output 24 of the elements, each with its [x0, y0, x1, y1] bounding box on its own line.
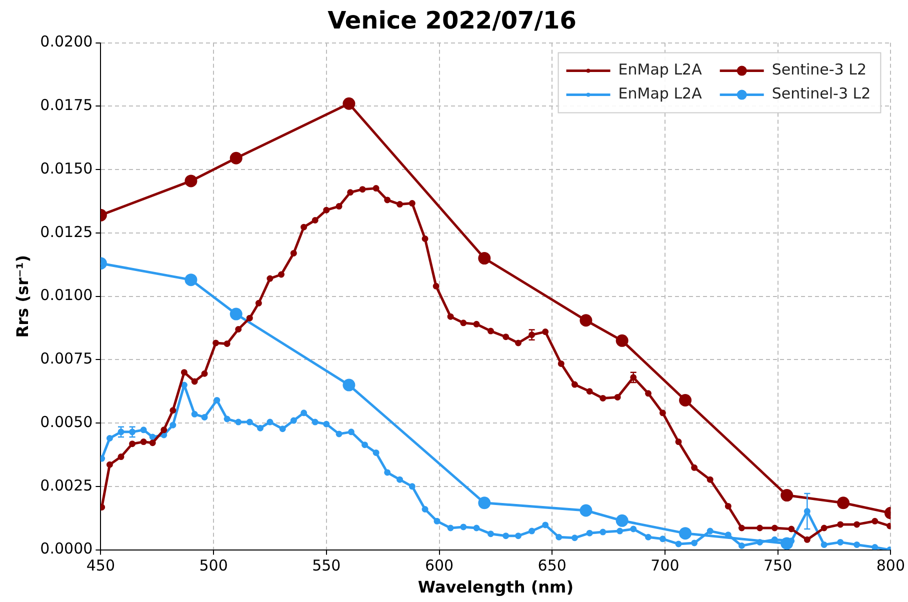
y-tick-label: 0.0000: [40, 540, 93, 558]
y-tick-label: 0.0100: [40, 286, 93, 304]
y-axis-title: Rrs (sr⁻¹): [12, 254, 32, 338]
x-tick-label: 700: [650, 556, 680, 575]
y-tick-label: 0.0125: [40, 222, 93, 241]
x-tick-label: 550: [312, 556, 341, 575]
x-tick-label: 750: [764, 556, 792, 575]
chart-title: Venice 2022/07/16: [328, 6, 576, 35]
y-tick-label: 0.0025: [40, 476, 93, 494]
legend-label: EnMap L2A: [618, 84, 703, 103]
x-tick-label: 800: [876, 556, 906, 575]
x-tick-label: 600: [424, 556, 454, 575]
y-tick-label: 0.0150: [40, 159, 93, 178]
y-tick-label: 0.0175: [40, 96, 93, 114]
x-tick-label: 650: [538, 556, 566, 575]
legend-label: Sentinel-3 L2: [772, 84, 871, 103]
x-tick-label: 450: [86, 556, 116, 575]
legend-label: Sentine-3 L2: [772, 60, 867, 79]
y-tick-label: 0.0050: [40, 412, 93, 431]
y-tick-label: 0.0200: [40, 32, 93, 51]
x-axis-title: Wavelength (nm): [418, 578, 574, 597]
legend-label: EnMap L2A: [618, 60, 703, 79]
x-tick-label: 500: [199, 556, 228, 575]
y-tick-label: 0.0075: [40, 350, 93, 368]
